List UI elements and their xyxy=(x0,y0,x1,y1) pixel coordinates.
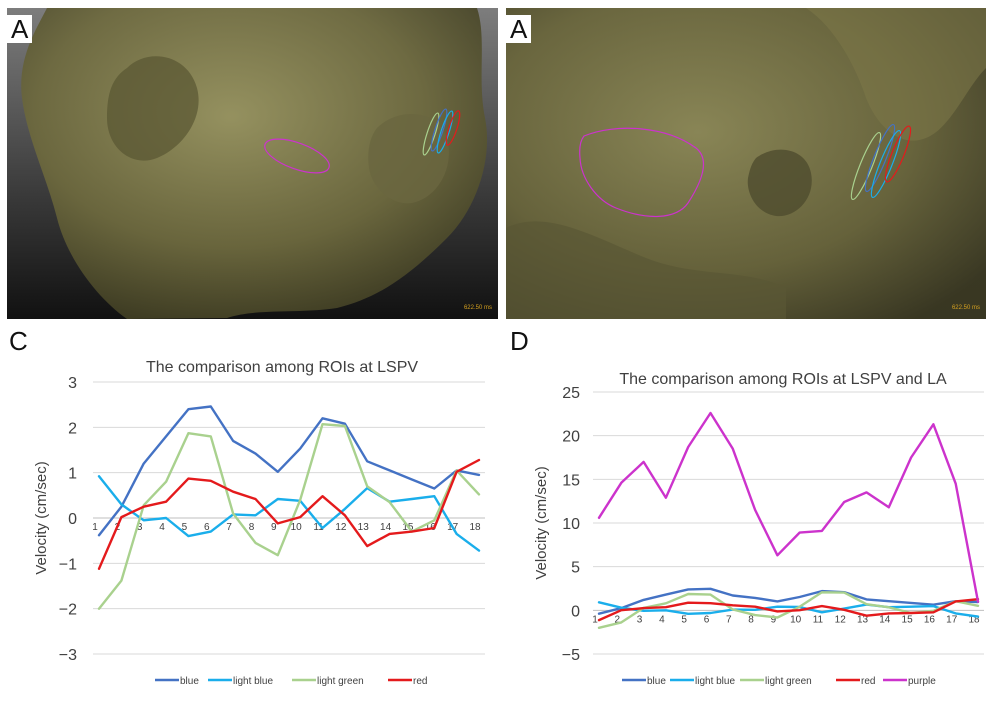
left-atrium-render-left: A 622.50 ms xyxy=(7,8,498,319)
x-tick-label: 10 xyxy=(291,522,303,533)
x-tick-label: 16 xyxy=(924,614,936,625)
legend-label: red xyxy=(861,676,875,687)
y-axis-label: Velocity (cm/sec) xyxy=(533,466,550,579)
x-tick-label: 14 xyxy=(380,522,392,533)
x-tick-label: 5 xyxy=(681,614,687,625)
x-tick-label: 7 xyxy=(726,614,732,625)
x-tick-label: 17 xyxy=(946,614,958,625)
y-tick-label: −1 xyxy=(59,556,77,573)
panel-letter-top-left: A xyxy=(7,15,32,43)
x-tick-label: 15 xyxy=(902,614,914,625)
x-tick-label: 6 xyxy=(704,614,710,625)
x-tick-label: 10 xyxy=(790,614,802,625)
x-tick-label: 12 xyxy=(835,614,847,625)
y-tick-label: −5 xyxy=(562,647,580,664)
y-tick-label: 3 xyxy=(68,375,77,392)
x-tick-label: 7 xyxy=(226,522,232,533)
x-tick-label: 3 xyxy=(637,614,643,625)
chart-title: The comparison among ROIs at LSPV xyxy=(146,359,418,376)
legend-label: blue xyxy=(647,676,666,687)
panel-letter-top-right: A xyxy=(506,15,531,43)
series-line-blue xyxy=(99,407,479,536)
legend-label: blue xyxy=(180,676,199,687)
y-tick-label: 0 xyxy=(68,511,77,528)
x-tick-label: 13 xyxy=(358,522,370,533)
y-tick-label: 0 xyxy=(571,603,580,620)
legend-label: light green xyxy=(765,676,812,687)
legend-label: red xyxy=(413,676,427,687)
x-tick-label: 18 xyxy=(469,522,481,533)
render-left-svg xyxy=(7,8,498,319)
x-tick-label: 8 xyxy=(249,522,255,533)
y-tick-label: 5 xyxy=(571,560,580,577)
chart-title: The comparison among ROIs at LSPV and LA xyxy=(619,371,947,388)
series-line-light-blue xyxy=(99,476,479,550)
render-right-svg xyxy=(506,8,986,319)
legend-label: light green xyxy=(317,676,364,687)
x-tick-label: 4 xyxy=(159,522,165,533)
x-tick-label: 12 xyxy=(335,522,347,533)
y-tick-label: 25 xyxy=(562,385,580,402)
time-label-right: 622.50 ms xyxy=(952,305,980,311)
left-atrium-render-right: A 622.50 ms xyxy=(506,8,986,319)
chart-lspv: The comparison among ROIs at LSPV Velocit… xyxy=(0,322,493,706)
y-axis-label: Velocity (cm/sec) xyxy=(33,461,50,574)
y-tick-label: 15 xyxy=(562,472,580,489)
legend-label: purple xyxy=(908,676,936,687)
legend-label: light blue xyxy=(695,676,735,687)
y-tick-label: −2 xyxy=(59,602,77,619)
x-tick-label: 9 xyxy=(271,522,277,533)
x-tick-label: 4 xyxy=(659,614,665,625)
y-tick-label: 20 xyxy=(562,429,580,446)
x-tick-label: 1 xyxy=(92,522,98,533)
series-line-light-green xyxy=(99,424,479,609)
y-tick-label: −3 xyxy=(59,647,77,664)
x-tick-label: 11 xyxy=(813,614,824,625)
y-tick-label: 2 xyxy=(68,420,77,437)
series-line-red xyxy=(99,460,479,569)
legend-label: light blue xyxy=(233,676,273,687)
y-tick-label: 10 xyxy=(562,516,580,533)
chart-lspv-la: The comparison among ROIs at LSPV and LA… xyxy=(500,322,986,706)
x-tick-label: 8 xyxy=(748,614,754,625)
y-tick-label: 1 xyxy=(68,466,77,483)
time-label-left: 622.50 ms xyxy=(464,305,492,311)
x-tick-label: 14 xyxy=(879,614,891,625)
x-tick-label: 1 xyxy=(592,614,598,625)
series-line-purple xyxy=(599,413,978,602)
